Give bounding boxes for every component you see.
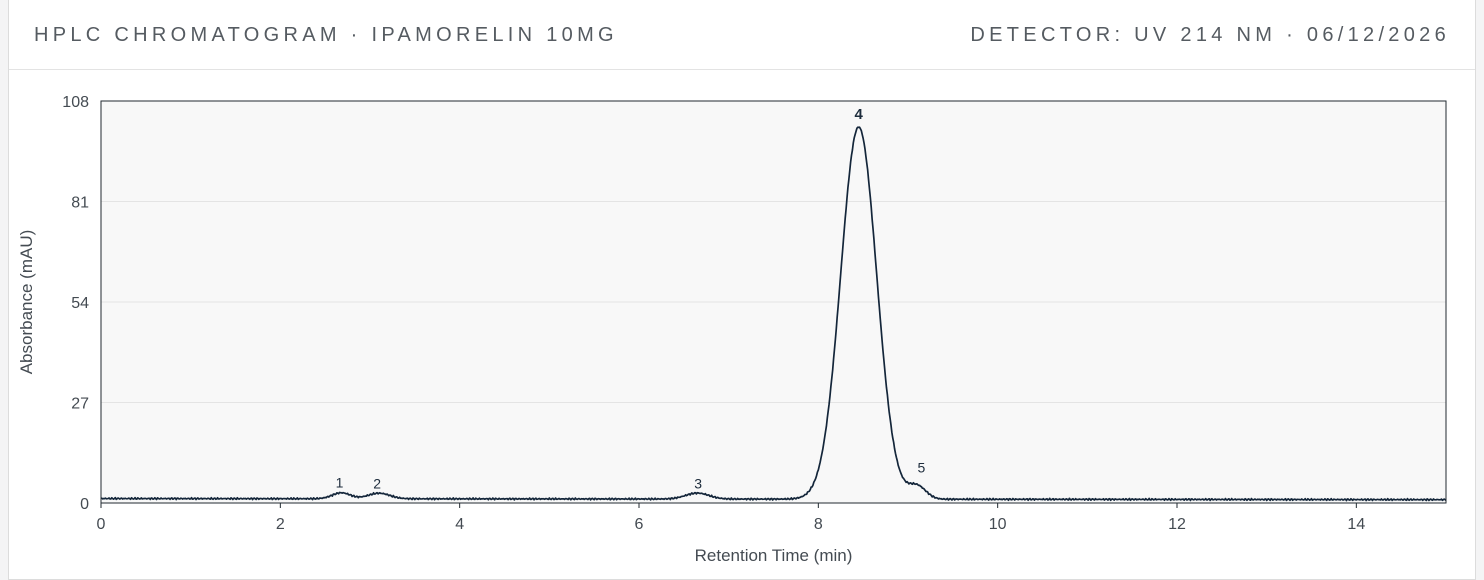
gridlines [101,201,1446,403]
x-axis-ticks: 0 2 4 6 8 10 12 14 [97,503,1365,533]
peak-label-1: 1 [336,475,344,491]
detector-info: DETECTOR: UV 214 NM · 06/12/2026 [970,24,1450,46]
y-tick-label: 108 [62,94,89,111]
chart-title: HPLC CHROMATOGRAM · IPAMORELIN 10MG [34,24,618,46]
x-axis-label: Retention Time (min) [695,546,853,565]
x-tick-label: 12 [1168,516,1186,533]
y-axis-label: Absorbance (mAU) [17,230,36,375]
peak-labels: 1 2 3 4 5 [336,106,926,492]
chromatogram-trace [100,126,1447,502]
chart-header: HPLC CHROMATOGRAM · IPAMORELIN 10MG DETE… [9,0,1475,70]
x-tick-label: 10 [989,516,1007,533]
y-tick-label: 54 [71,295,89,312]
y-tick-label: 27 [71,396,89,413]
y-tick-label: 81 [71,195,89,212]
peak-label-5: 5 [918,460,926,476]
peak-label-3: 3 [694,476,702,492]
x-tick-label: 6 [635,516,644,533]
y-tick-label: 0 [80,496,89,513]
peak-label-2: 2 [373,476,381,492]
x-tick-label: 0 [97,516,106,533]
plot-frame [100,100,1447,504]
x-tick-label: 8 [814,516,823,533]
x-tick-label: 4 [455,516,464,533]
x-tick-label: 2 [276,516,285,533]
x-tick-label: 14 [1347,516,1365,533]
y-axis-ticks: 0 27 54 81 108 [62,94,89,513]
peak-label-4: 4 [855,106,864,123]
